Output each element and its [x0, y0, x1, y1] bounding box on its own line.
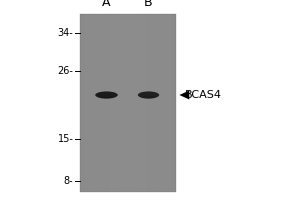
Polygon shape: [179, 90, 189, 99]
Ellipse shape: [99, 96, 114, 99]
Text: 8-: 8-: [64, 176, 74, 186]
Ellipse shape: [138, 91, 159, 99]
Text: 26-: 26-: [58, 66, 74, 76]
Text: BCAS4: BCAS4: [184, 90, 221, 100]
Text: B: B: [144, 0, 153, 9]
Ellipse shape: [141, 96, 156, 99]
Text: 15-: 15-: [58, 134, 74, 144]
Ellipse shape: [95, 91, 118, 99]
Bar: [80, 14, 176, 192]
Text: 34-: 34-: [58, 28, 74, 38]
Text: A: A: [102, 0, 111, 9]
